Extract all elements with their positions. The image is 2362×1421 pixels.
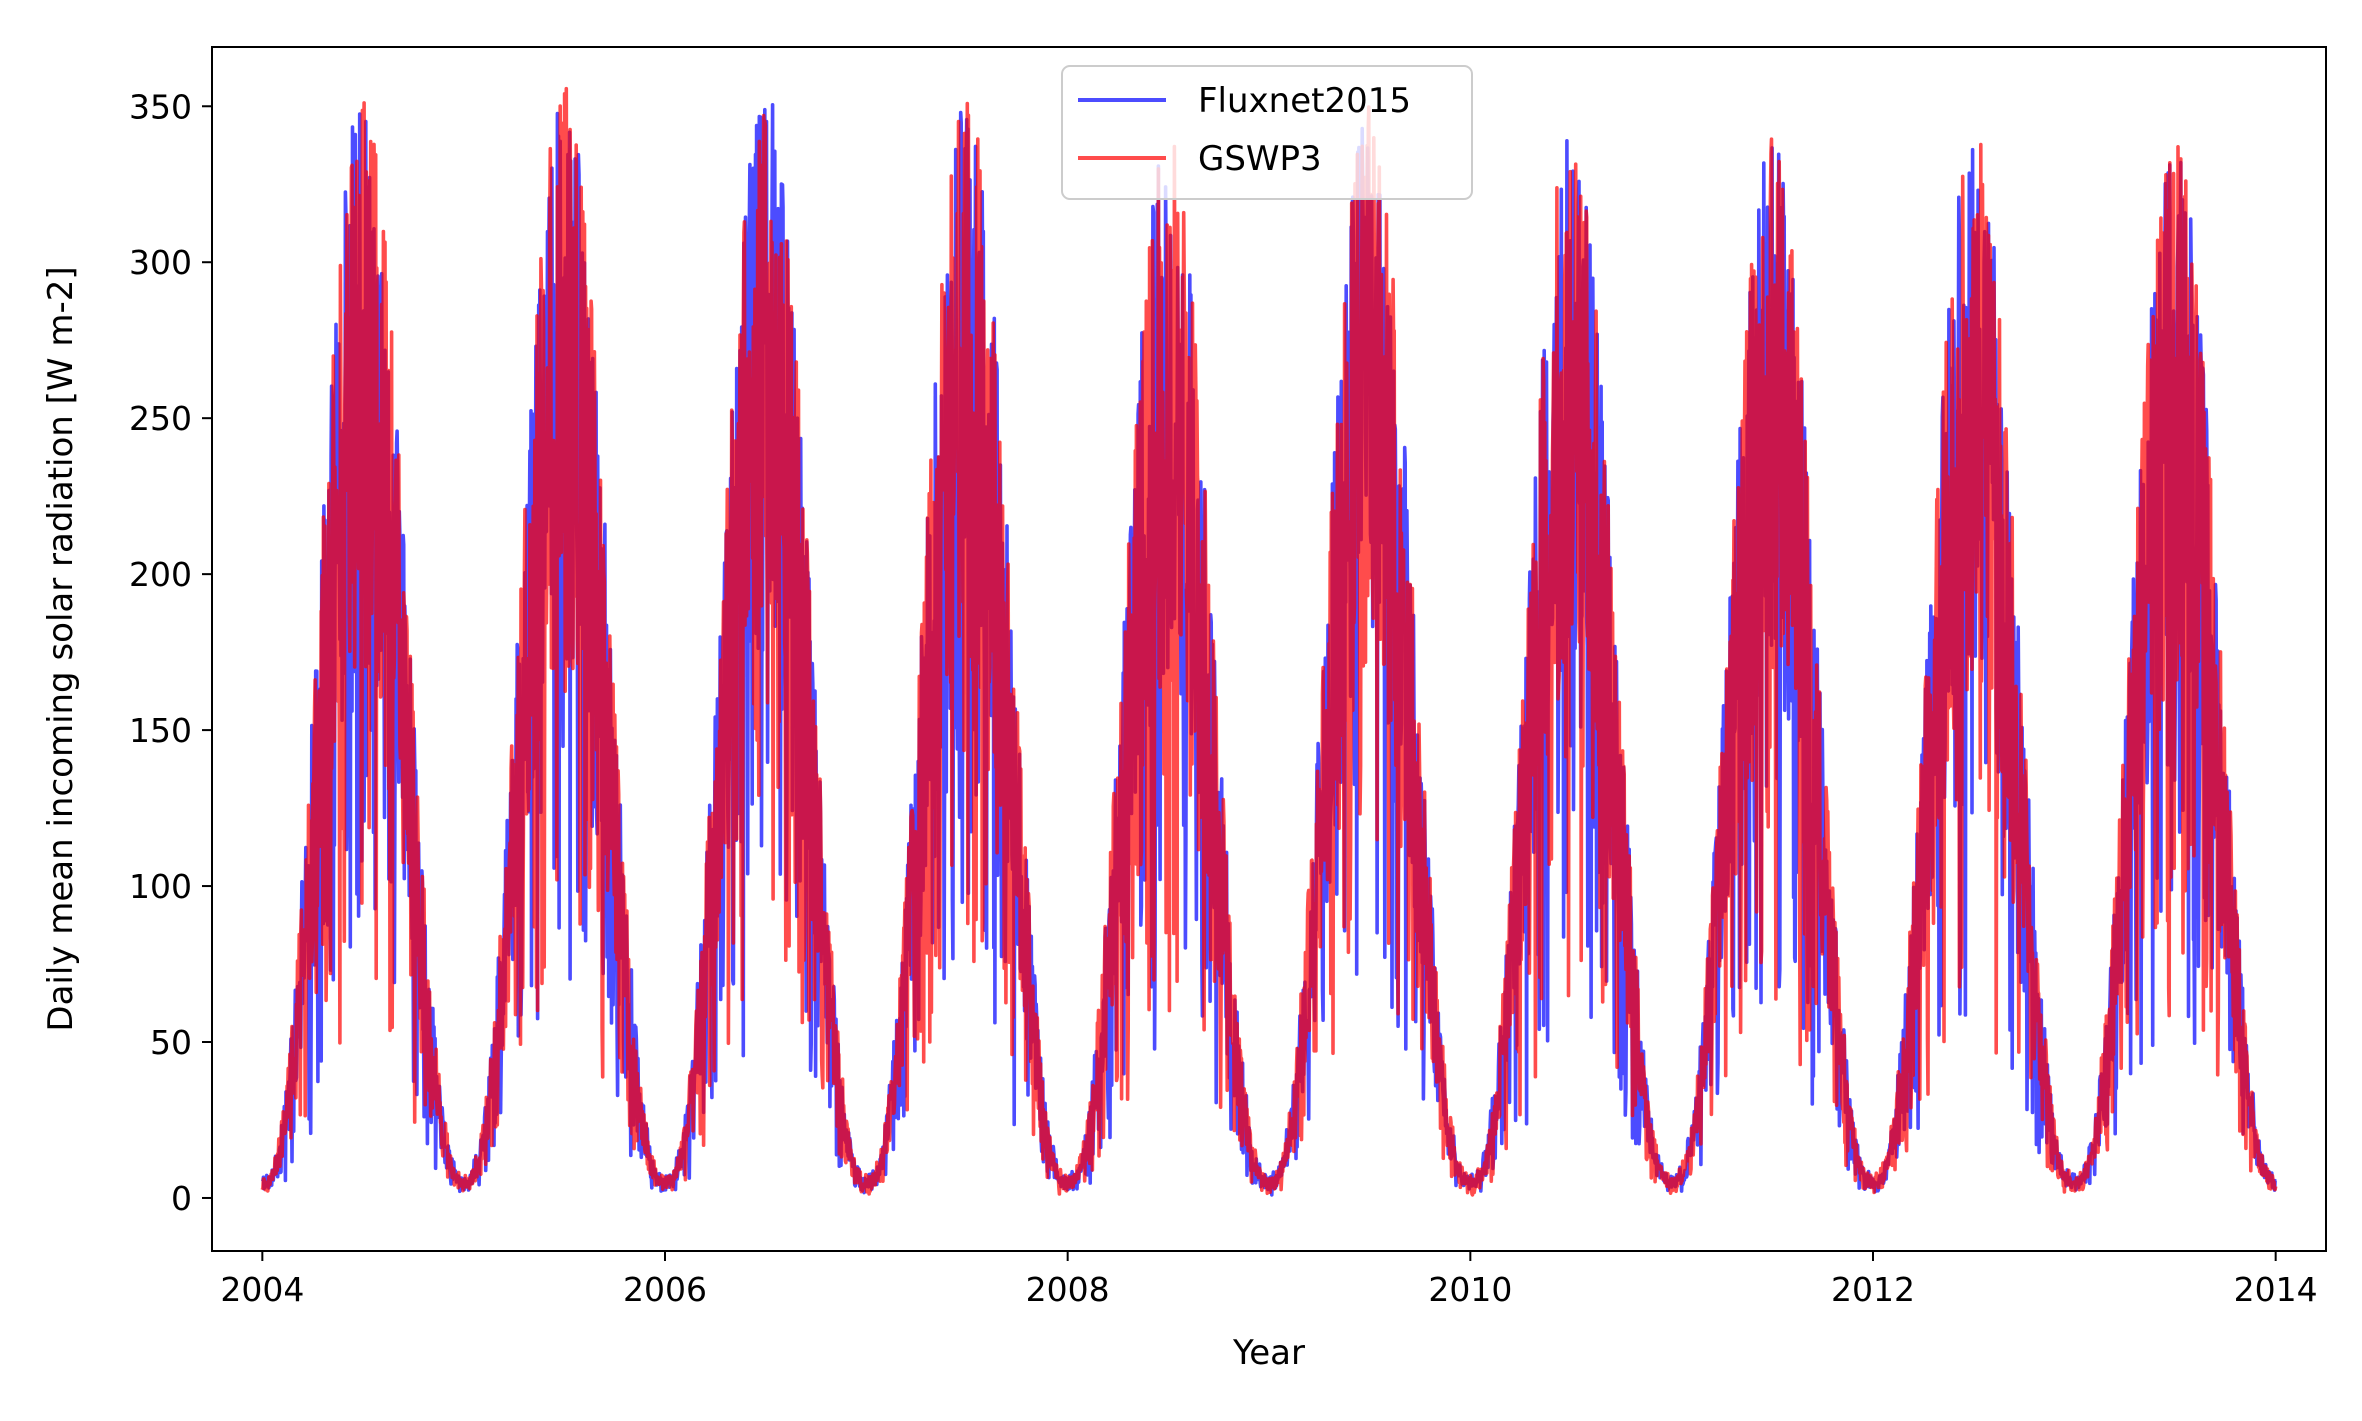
x-tick-label: 2012 — [1831, 1270, 1915, 1309]
y-tick-label: 200 — [129, 555, 192, 594]
x-tick-label: 2010 — [1428, 1270, 1512, 1309]
y-tick-label: 350 — [129, 87, 192, 126]
y-axis: 0 50 100 150 200 250 300 350 — [129, 87, 212, 1218]
x-axis: 2004 2006 2008 2010 2012 2014 — [220, 1251, 2318, 1309]
legend: Fluxnet2015 GSWP3 — [1061, 65, 1473, 200]
series-layer — [260, 86, 2278, 1197]
x-tick-label: 2004 — [220, 1270, 304, 1309]
series-line-gswp3 — [260, 86, 2278, 1197]
y-axis-label: Daily mean incoming solar radiation [W m… — [41, 266, 81, 1031]
legend-label-gswp3: GSWP3 — [1198, 139, 1322, 179]
x-axis-label: Year — [1232, 1333, 1305, 1373]
x-tick-label: 2006 — [623, 1270, 707, 1309]
y-tick-label: 50 — [150, 1023, 192, 1062]
y-tick-label: 250 — [129, 399, 192, 438]
x-tick-label: 2014 — [2234, 1270, 2318, 1309]
plot-frame — [211, 46, 2327, 1252]
y-tick-label: 0 — [171, 1179, 192, 1218]
x-tick-label: 2008 — [1026, 1270, 1110, 1309]
y-tick-label: 100 — [129, 867, 192, 906]
y-tick-label: 150 — [129, 711, 192, 750]
y-tick-label: 300 — [129, 243, 192, 282]
legend-label-fluxnet2015: Fluxnet2015 — [1198, 81, 1411, 121]
